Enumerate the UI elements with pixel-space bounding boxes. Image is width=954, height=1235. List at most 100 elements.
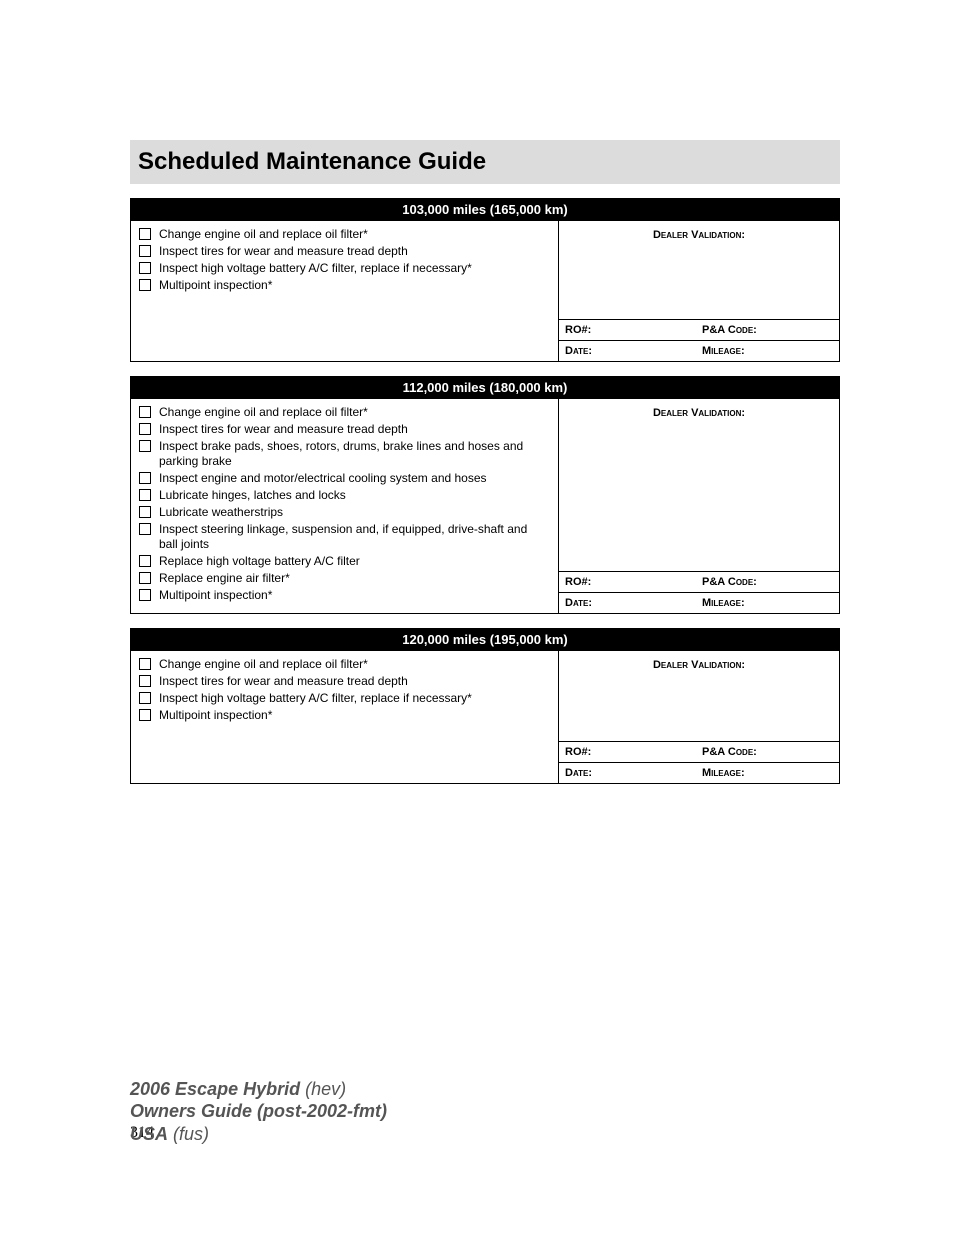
date-label: Date: [559, 341, 696, 361]
dealer-validation-label: Dealer Validation: [559, 399, 839, 419]
checklist-item-label: Inspect high voltage battery A/C filter,… [159, 691, 472, 706]
checklist-item: Inspect high voltage battery A/C filter,… [139, 691, 548, 706]
date-label: Date: [559, 763, 696, 783]
dealer-validation-label: Dealer Validation: [559, 221, 839, 241]
ro-row: RO#:P&A Code: [559, 319, 839, 340]
checklist-item-label: Inspect tires for wear and measure tread… [159, 674, 408, 689]
checklist-item-label: Change engine oil and replace oil filter… [159, 657, 368, 672]
footer: 2006 Escape Hybrid (hev) Owners Guide (p… [130, 1078, 387, 1146]
checklist-item: Change engine oil and replace oil filter… [139, 657, 548, 672]
dealer-validation-column: Dealer Validation: RO#:P&A Code:Date:Mile… [558, 221, 839, 361]
checkbox-icon[interactable] [139, 472, 151, 484]
checkbox-icon[interactable] [139, 555, 151, 567]
checklist-item-label: Inspect brake pads, shoes, rotors, drums… [159, 439, 548, 469]
footer-model-code: (hev) [300, 1079, 346, 1099]
checklist-item-label: Inspect tires for wear and measure tread… [159, 422, 408, 437]
dealer-validation-label: Dealer Validation: [559, 651, 839, 671]
checklist-item-label: Inspect high voltage battery A/C filter,… [159, 261, 472, 276]
validation-spacer [559, 671, 839, 741]
checklist-item: Inspect brake pads, shoes, rotors, drums… [139, 439, 548, 469]
checkbox-icon[interactable] [139, 658, 151, 670]
checkbox-icon[interactable] [139, 423, 151, 435]
maintenance-blocks: 103,000 miles (165,000 km) Change engine … [130, 198, 840, 784]
checkbox-icon[interactable] [139, 228, 151, 240]
checklist-item-label: Multipoint inspection* [159, 708, 272, 723]
pna-code-label: P&A Code: [696, 742, 839, 762]
page-title: Scheduled Maintenance Guide [138, 148, 486, 176]
checklist-item: Inspect tires for wear and measure tread… [139, 422, 548, 437]
checkbox-icon[interactable] [139, 506, 151, 518]
checklist-column: Change engine oil and replace oil filter… [131, 221, 558, 361]
checklist-item: Inspect high voltage battery A/C filter,… [139, 261, 548, 276]
checklist-item-label: Lubricate weatherstrips [159, 505, 283, 520]
checklist-item: Multipoint inspection* [139, 708, 548, 723]
block-header: 103,000 miles (165,000 km) [131, 199, 839, 221]
pna-code-label: P&A Code: [696, 572, 839, 592]
checklist-column: Change engine oil and replace oil filter… [131, 399, 558, 613]
checklist-item-label: Change engine oil and replace oil filter… [159, 405, 368, 420]
block-body: Change engine oil and replace oil filter… [131, 221, 839, 361]
block-body: Change engine oil and replace oil filter… [131, 399, 839, 613]
checklist-item: Change engine oil and replace oil filter… [139, 405, 548, 420]
checklist-item-label: Inspect engine and motor/electrical cool… [159, 471, 487, 486]
checklist-item: Inspect tires for wear and measure tread… [139, 244, 548, 259]
checklist-item: Inspect steering linkage, suspension and… [139, 522, 548, 552]
maintenance-block: 112,000 miles (180,000 km) Change engine … [130, 376, 840, 614]
ro-row: RO#:P&A Code: [559, 741, 839, 762]
mileage-label: Mileage: [696, 763, 839, 783]
ro-label: RO#: [559, 320, 696, 340]
dealer-validation-column: Dealer Validation: RO#:P&A Code:Date:Mile… [558, 399, 839, 613]
checkbox-icon[interactable] [139, 589, 151, 601]
checklist-item-label: Inspect steering linkage, suspension and… [159, 522, 548, 552]
footer-model: 2006 Escape Hybrid [130, 1079, 300, 1099]
checklist-item-label: Multipoint inspection* [159, 278, 272, 293]
checkbox-icon[interactable] [139, 440, 151, 452]
checkbox-icon[interactable] [139, 279, 151, 291]
block-header: 120,000 miles (195,000 km) [131, 629, 839, 651]
checklist-item: Change engine oil and replace oil filter… [139, 227, 548, 242]
checklist-item-label: Lubricate hinges, latches and locks [159, 488, 346, 503]
page: Scheduled Maintenance Guide 103,000 mile… [0, 0, 954, 1235]
footer-line-1: 2006 Escape Hybrid (hev) [130, 1078, 387, 1101]
checklist-column: Change engine oil and replace oil filter… [131, 651, 558, 783]
footer-line-2: Owners Guide (post-2002-fmt) [130, 1100, 387, 1123]
maintenance-block: 120,000 miles (195,000 km) Change engine … [130, 628, 840, 784]
checkbox-icon[interactable] [139, 489, 151, 501]
title-bar: Scheduled Maintenance Guide [130, 140, 840, 184]
checkbox-icon[interactable] [139, 709, 151, 721]
ro-row: RO#:P&A Code: [559, 571, 839, 592]
footer-line-3: USA (fus) [130, 1123, 387, 1146]
pna-code-label: P&A Code: [696, 320, 839, 340]
date-row: Date:Mileage: [559, 592, 839, 613]
checklist-item: Lubricate hinges, latches and locks [139, 488, 548, 503]
checklist-item: Inspect tires for wear and measure tread… [139, 674, 548, 689]
checkbox-icon[interactable] [139, 692, 151, 704]
mileage-label: Mileage: [696, 341, 839, 361]
ro-label: RO#: [559, 742, 696, 762]
validation-spacer [559, 241, 839, 319]
checkbox-icon[interactable] [139, 262, 151, 274]
mileage-label: Mileage: [696, 593, 839, 613]
dealer-validation-column: Dealer Validation: RO#:P&A Code:Date:Mile… [558, 651, 839, 783]
checklist-item: Lubricate weatherstrips [139, 505, 548, 520]
checklist-item-label: Multipoint inspection* [159, 588, 272, 603]
checklist-item: Multipoint inspection* [139, 588, 548, 603]
ro-label: RO#: [559, 572, 696, 592]
checkbox-icon[interactable] [139, 406, 151, 418]
date-row: Date:Mileage: [559, 340, 839, 361]
checkbox-icon[interactable] [139, 572, 151, 584]
checklist-item-label: Replace engine air filter* [159, 571, 290, 586]
checkbox-icon[interactable] [139, 523, 151, 535]
date-label: Date: [559, 593, 696, 613]
validation-spacer [559, 419, 839, 571]
checklist-item-label: Inspect tires for wear and measure tread… [159, 244, 408, 259]
checkbox-icon[interactable] [139, 675, 151, 687]
checklist-item: Multipoint inspection* [139, 278, 548, 293]
footer-guide: Owners Guide (post-2002-fmt) [130, 1101, 387, 1121]
checklist-item: Replace engine air filter* [139, 571, 548, 586]
block-header: 112,000 miles (180,000 km) [131, 377, 839, 399]
footer-region-code: (fus) [168, 1124, 209, 1144]
checkbox-icon[interactable] [139, 245, 151, 257]
block-body: Change engine oil and replace oil filter… [131, 651, 839, 783]
checklist-item-label: Replace high voltage battery A/C filter [159, 554, 360, 569]
